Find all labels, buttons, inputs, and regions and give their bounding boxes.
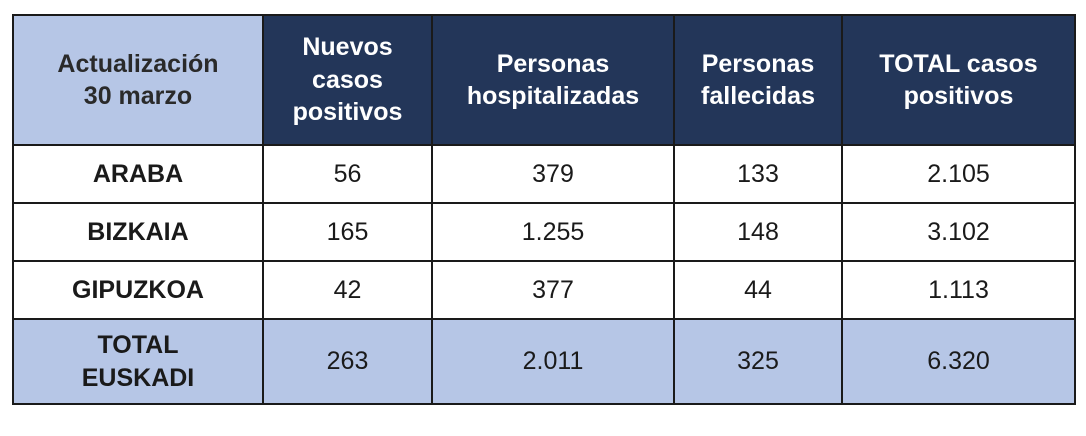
table-cell: 44 (673, 260, 843, 320)
row-label-araba: ARABA (12, 144, 264, 204)
table-cell: 379 (431, 144, 675, 204)
table-row: BIZKAIA 165 1.255 148 3.102 (12, 202, 1076, 262)
table-cell: 6.320 (841, 318, 1076, 405)
row-label-bizkaia: BIZKAIA (12, 202, 264, 262)
table-cell: 165 (262, 202, 433, 262)
table-cell: 1.113 (841, 260, 1076, 320)
table-total-row: TOTAL EUSKADI 263 2.011 325 6.320 (12, 318, 1076, 405)
row-label-gipuzkoa: GIPUZKOA (12, 260, 264, 320)
table-cell: 42 (262, 260, 433, 320)
table-cell: 377 (431, 260, 675, 320)
header-hospitalized: Personas hospitalizadas (431, 14, 675, 146)
table-row: ARABA 56 379 133 2.105 (12, 144, 1076, 204)
table-cell: 263 (262, 318, 433, 405)
table-cell: 2.011 (431, 318, 675, 405)
header-total-cases: TOTAL casos positivos (841, 14, 1076, 146)
row-label-total-euskadi: TOTAL EUSKADI (12, 318, 264, 405)
table-cell: 325 (673, 318, 843, 405)
table-cell: 2.105 (841, 144, 1076, 204)
table-cell: 133 (673, 144, 843, 204)
covid-stats-table: Actualización 30 marzo Nuevos casos posi… (12, 14, 1076, 405)
header-deceased: Personas fallecidas (673, 14, 843, 146)
header-new-cases: Nuevos casos positivos (262, 14, 433, 146)
table-cell: 3.102 (841, 202, 1076, 262)
table-row: GIPUZKOA 42 377 44 1.113 (12, 260, 1076, 320)
table-cell: 148 (673, 202, 843, 262)
table-header-row: Actualización 30 marzo Nuevos casos posi… (12, 14, 1076, 146)
header-date-cell: Actualización 30 marzo (12, 14, 264, 146)
table-cell: 56 (262, 144, 433, 204)
table-cell: 1.255 (431, 202, 675, 262)
